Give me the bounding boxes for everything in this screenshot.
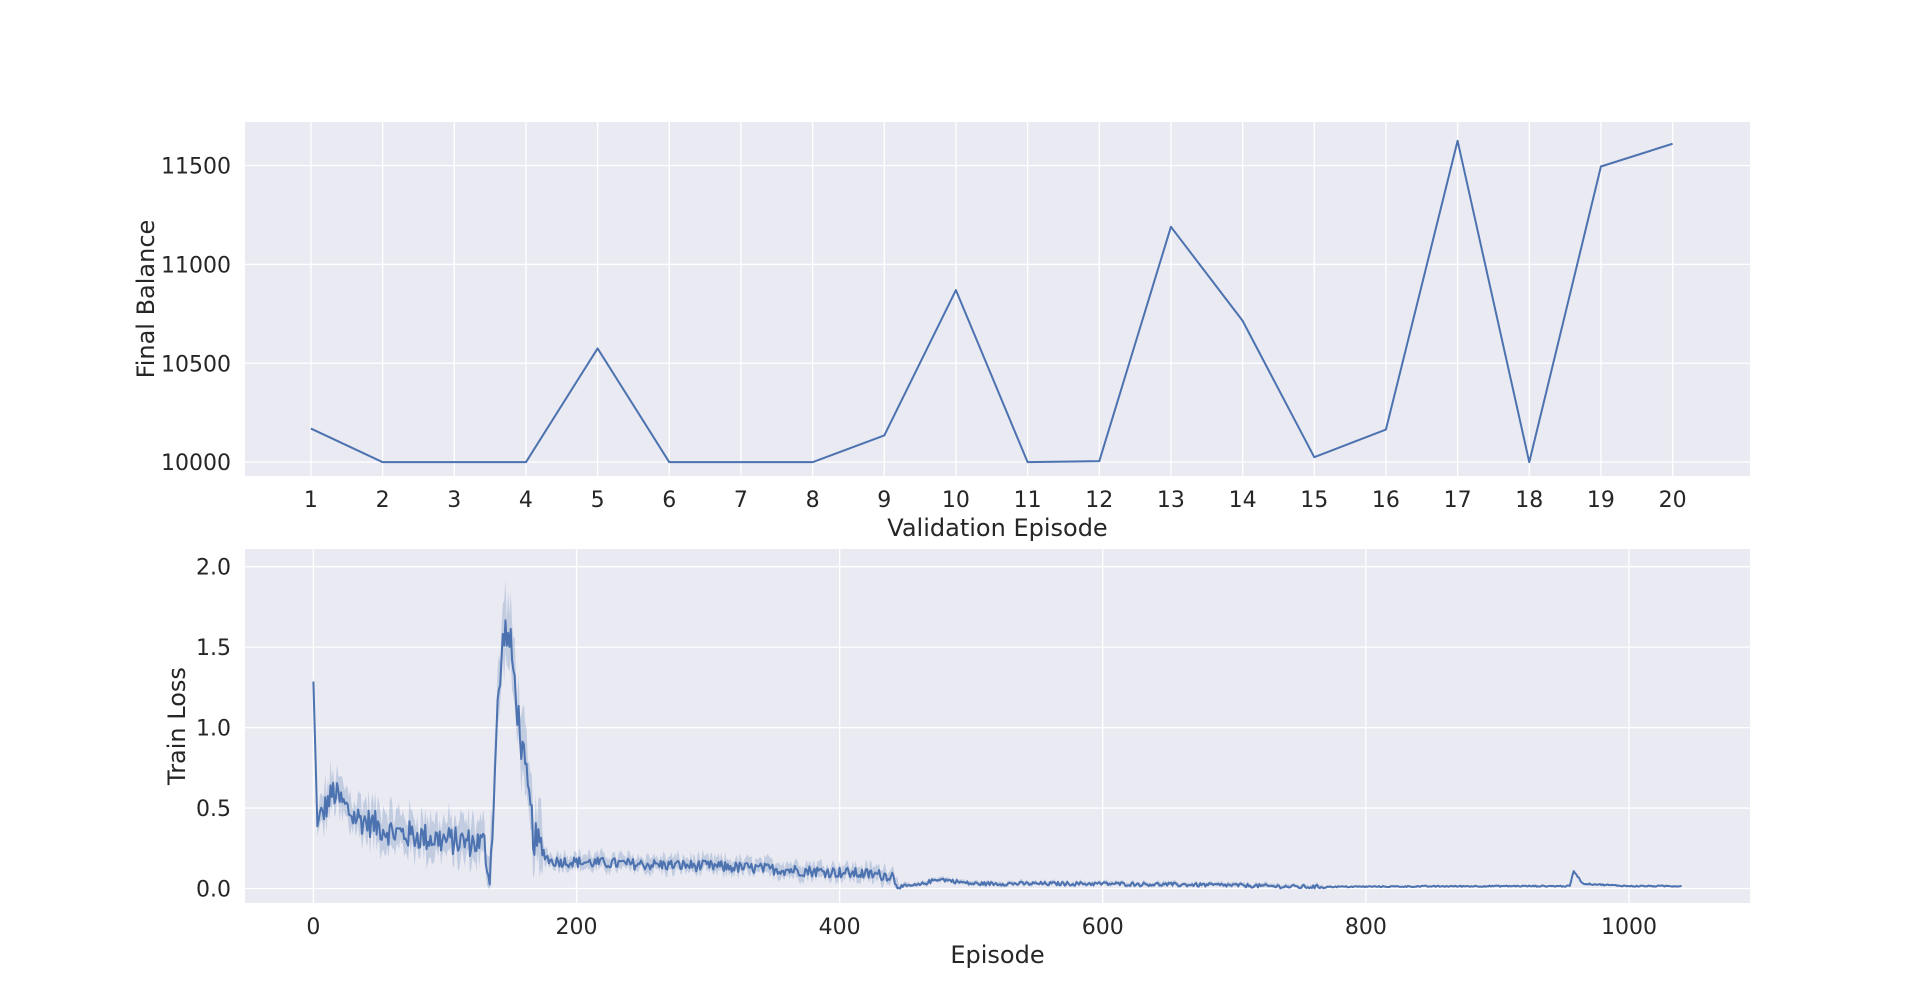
loss-y-axis-label: Train Loss	[163, 667, 191, 786]
loss-x-tick-label: 600	[1082, 915, 1124, 940]
balance-x-tick-label: 9	[877, 488, 891, 513]
loss-y-ticks: 0.0 0.5 1.0 1.5 2.0	[196, 556, 231, 903]
balance-y-ticks: 10000 10500 11000 11500	[161, 155, 231, 477]
loss-series	[312, 580, 1682, 890]
loss-x-tick-label: 1000	[1601, 915, 1657, 940]
balance-x-tick-label: 11	[1014, 488, 1042, 513]
balance-line-series	[310, 139, 1673, 464]
loss-x-tick-label: 800	[1345, 915, 1387, 940]
loss-grid	[245, 549, 1750, 903]
balance-y-tick-label: 11000	[161, 253, 231, 278]
balance-x-tick-label: 10	[942, 488, 970, 513]
balance-plot-area	[245, 122, 1750, 476]
loss-x-axis-label: Episode	[950, 941, 1044, 969]
balance-x-tick-label: 18	[1515, 488, 1543, 513]
balance-chart: 1 2 3 4 5 6 7 8 9 10 11 12 13 14 15 16 17 18 19 20 10000105…	[132, 122, 1750, 542]
loss-x-ticks: 0 200 400 600 800 1000	[306, 915, 1657, 940]
loss-y-tick-label: 1.0	[196, 717, 231, 742]
loss-y-tick-label: 0.0	[196, 878, 231, 903]
balance-x-tick-label: 4	[519, 488, 533, 513]
balance-x-tick-label: 16	[1372, 488, 1400, 513]
balance-x-tick-label: 2	[376, 488, 390, 513]
balance-y-tick-label: 11500	[161, 155, 231, 180]
loss-y-tick-label: 0.5	[196, 797, 231, 822]
balance-x-tick-label: 6	[662, 488, 676, 513]
balance-x-tick-label: 8	[806, 488, 820, 513]
balance-x-tick-label: 14	[1229, 488, 1257, 513]
balance-x-tick-label: 19	[1587, 488, 1615, 513]
balance-x-axis-label: Validation Episode	[887, 514, 1107, 542]
balance-x-tick-label: 5	[591, 488, 605, 513]
balance-x-tick-label: 1	[304, 488, 318, 513]
loss-chart: 0 200 400 600 800 1000 0.0 0.5 1.0 1.5 2.0 Episod…	[163, 549, 1750, 969]
balance-y-tick-label: 10000	[161, 451, 231, 476]
balance-x-tick-label: 7	[734, 488, 748, 513]
loss-x-tick-label: 0	[306, 915, 320, 940]
balance-x-tick-label: 12	[1085, 488, 1113, 513]
balance-x-tick-label: 15	[1300, 488, 1328, 513]
loss-x-tick-label: 200	[556, 915, 598, 940]
loss-y-tick-label: 1.5	[196, 636, 231, 661]
loss-line	[312, 619, 1682, 890]
balance-line	[310, 139, 1673, 464]
balance-x-tick-label: 20	[1659, 488, 1687, 513]
loss-x-tick-label: 400	[819, 915, 861, 940]
balance-x-ticks: 1 2 3 4 5 6 7 8 9 10 11 12 13 14 15 16 17 18 19 20	[304, 488, 1687, 513]
balance-x-tick-label: 13	[1157, 488, 1185, 513]
balance-y-tick-label: 10500	[161, 352, 231, 377]
balance-x-tick-label: 17	[1444, 488, 1472, 513]
loss-y-tick-label: 2.0	[196, 556, 231, 581]
balance-x-tick-label: 3	[447, 488, 461, 513]
balance-y-axis-label: Final Balance	[132, 220, 160, 379]
